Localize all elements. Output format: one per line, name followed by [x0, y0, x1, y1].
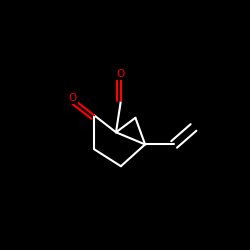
Text: O: O [117, 69, 125, 79]
Text: O: O [68, 94, 76, 104]
